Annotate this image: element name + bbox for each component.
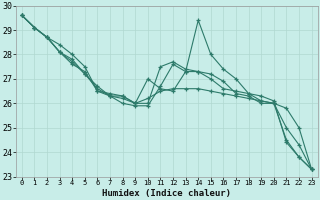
X-axis label: Humidex (Indice chaleur): Humidex (Indice chaleur) — [102, 189, 231, 198]
